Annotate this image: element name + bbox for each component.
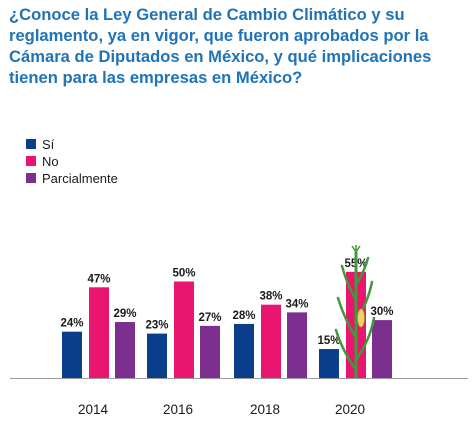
bar-si-2020 [319, 349, 339, 378]
data-label-si-2020: 15% [317, 335, 340, 347]
bar-no-2018 [261, 304, 281, 378]
bar-si-2016 [147, 333, 167, 378]
x-tick-label-2018: 2018 [250, 402, 280, 417]
legend-label-no: No [42, 153, 59, 169]
bar-parcialmente-2018 [287, 312, 307, 378]
corn-plant-icon [334, 245, 376, 378]
data-label-parcialmente-2014: 29% [113, 308, 136, 320]
legend-swatch-si [26, 139, 36, 149]
legend-label-si: Sí [42, 136, 55, 152]
bar-parcialmente-2016 [200, 325, 220, 378]
x-tick-label-2016: 2016 [163, 402, 193, 417]
bar-no-2016 [174, 281, 194, 378]
bar-no-2014 [89, 287, 109, 378]
x-tick-label-2014: 2014 [78, 402, 109, 417]
data-label-parcialmente-2018: 34% [285, 298, 308, 310]
legend-item-si: Sí [26, 136, 118, 152]
data-label-parcialmente-2020: 30% [370, 306, 393, 318]
data-label-si-2016: 23% [145, 320, 168, 332]
bar-parcialmente-2020 [372, 320, 392, 378]
legend-swatch-parcialmente [26, 173, 36, 183]
data-label-no-2016: 50% [172, 268, 195, 280]
legend-label-parcialmente: Parcialmente [42, 170, 118, 186]
legend-item-no: No [26, 153, 118, 169]
data-label-parcialmente-2016: 27% [198, 312, 221, 324]
bar-si-2018 [234, 323, 254, 378]
data-label-no-2018: 38% [259, 291, 282, 303]
x-tick-label-2020: 2020 [335, 402, 365, 417]
data-label-no-2014: 47% [87, 273, 110, 285]
legend-swatch-no [26, 156, 36, 166]
bar-si-2014 [62, 331, 82, 378]
bar-parcialmente-2014 [115, 322, 135, 378]
data-label-si-2014: 24% [60, 318, 83, 330]
legend-item-parcialmente: Parcialmente [26, 170, 118, 186]
data-label-si-2018: 28% [232, 310, 255, 322]
legend: Sí No Parcialmente [26, 136, 118, 187]
chart-title: ¿Conoce la Ley General de Cambio Climáti… [9, 5, 432, 87]
